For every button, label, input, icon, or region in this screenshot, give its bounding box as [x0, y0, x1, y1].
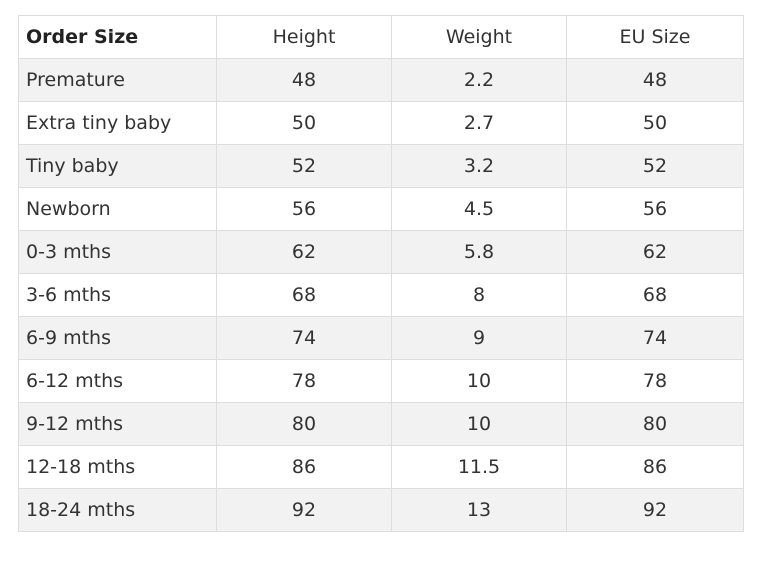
cell-weight: 13 — [391, 488, 567, 532]
cell-order-size: 6-9 mths — [18, 316, 217, 360]
cell-height: 78 — [216, 359, 392, 403]
cell-height: 92 — [216, 488, 392, 532]
cell-weight: 10 — [391, 359, 567, 403]
header-weight: Weight — [391, 15, 567, 59]
cell-height: 50 — [216, 101, 392, 145]
cell-weight: 2.7 — [391, 101, 567, 145]
cell-eu-size: 52 — [566, 144, 744, 188]
cell-height: 86 — [216, 445, 392, 489]
cell-height: 74 — [216, 316, 392, 360]
cell-weight: 8 — [391, 273, 567, 317]
cell-order-size: 0-3 mths — [18, 230, 217, 274]
cell-weight: 4.5 — [391, 187, 567, 231]
cell-order-size: 18-24 mths — [18, 488, 217, 532]
table-row: 9-12 mths 80 10 80 — [18, 402, 744, 446]
header-eu-size: EU Size — [566, 15, 744, 59]
cell-height: 80 — [216, 402, 392, 446]
cell-order-size: Newborn — [18, 187, 217, 231]
cell-height: 48 — [216, 58, 392, 102]
table-row: 12-18 mths 86 11.5 86 — [18, 445, 744, 489]
table-row: 18-24 mths 92 13 92 — [18, 488, 744, 532]
cell-height: 62 — [216, 230, 392, 274]
table-row: 3-6 mths 68 8 68 — [18, 273, 744, 317]
cell-order-size: 3-6 mths — [18, 273, 217, 317]
cell-weight: 2.2 — [391, 58, 567, 102]
table-row: 6-12 mths 78 10 78 — [18, 359, 744, 403]
cell-eu-size: 78 — [566, 359, 744, 403]
table-row: Extra tiny baby 50 2.7 50 — [18, 101, 744, 145]
table-row: Tiny baby 52 3.2 52 — [18, 144, 744, 188]
table-header: Order Size Height Weight EU Size — [18, 15, 744, 59]
cell-eu-size: 68 — [566, 273, 744, 317]
cell-height: 52 — [216, 144, 392, 188]
cell-weight: 11.5 — [391, 445, 567, 489]
cell-order-size: 9-12 mths — [18, 402, 217, 446]
cell-order-size: 6-12 mths — [18, 359, 217, 403]
cell-eu-size: 50 — [566, 101, 744, 145]
table-body: Premature 48 2.2 48 Extra tiny baby 50 2.7 50 Ti… — [18, 58, 744, 532]
header-row: Order Size Height Weight EU Size — [18, 15, 744, 59]
header-order-size: Order Size — [18, 15, 217, 59]
cell-weight: 3.2 — [391, 144, 567, 188]
size-chart-table: Order Size Height Weight EU Size Prematu… — [18, 15, 744, 532]
cell-order-size: Premature — [18, 58, 217, 102]
table-row: Premature 48 2.2 48 — [18, 58, 744, 102]
cell-order-size: 12-18 mths — [18, 445, 217, 489]
cell-order-size: Tiny baby — [18, 144, 217, 188]
cell-eu-size: 48 — [566, 58, 744, 102]
cell-height: 68 — [216, 273, 392, 317]
table-row: 6-9 mths 74 9 74 — [18, 316, 744, 360]
cell-eu-size: 74 — [566, 316, 744, 360]
cell-eu-size: 86 — [566, 445, 744, 489]
cell-weight: 9 — [391, 316, 567, 360]
header-height: Height — [216, 15, 392, 59]
cell-eu-size: 92 — [566, 488, 744, 532]
cell-eu-size: 56 — [566, 187, 744, 231]
table-row: Newborn 56 4.5 56 — [18, 187, 744, 231]
cell-eu-size: 80 — [566, 402, 744, 446]
table-row: 0-3 mths 62 5.8 62 — [18, 230, 744, 274]
cell-order-size: Extra tiny baby — [18, 101, 217, 145]
cell-weight: 10 — [391, 402, 567, 446]
cell-weight: 5.8 — [391, 230, 567, 274]
cell-eu-size: 62 — [566, 230, 744, 274]
cell-height: 56 — [216, 187, 392, 231]
